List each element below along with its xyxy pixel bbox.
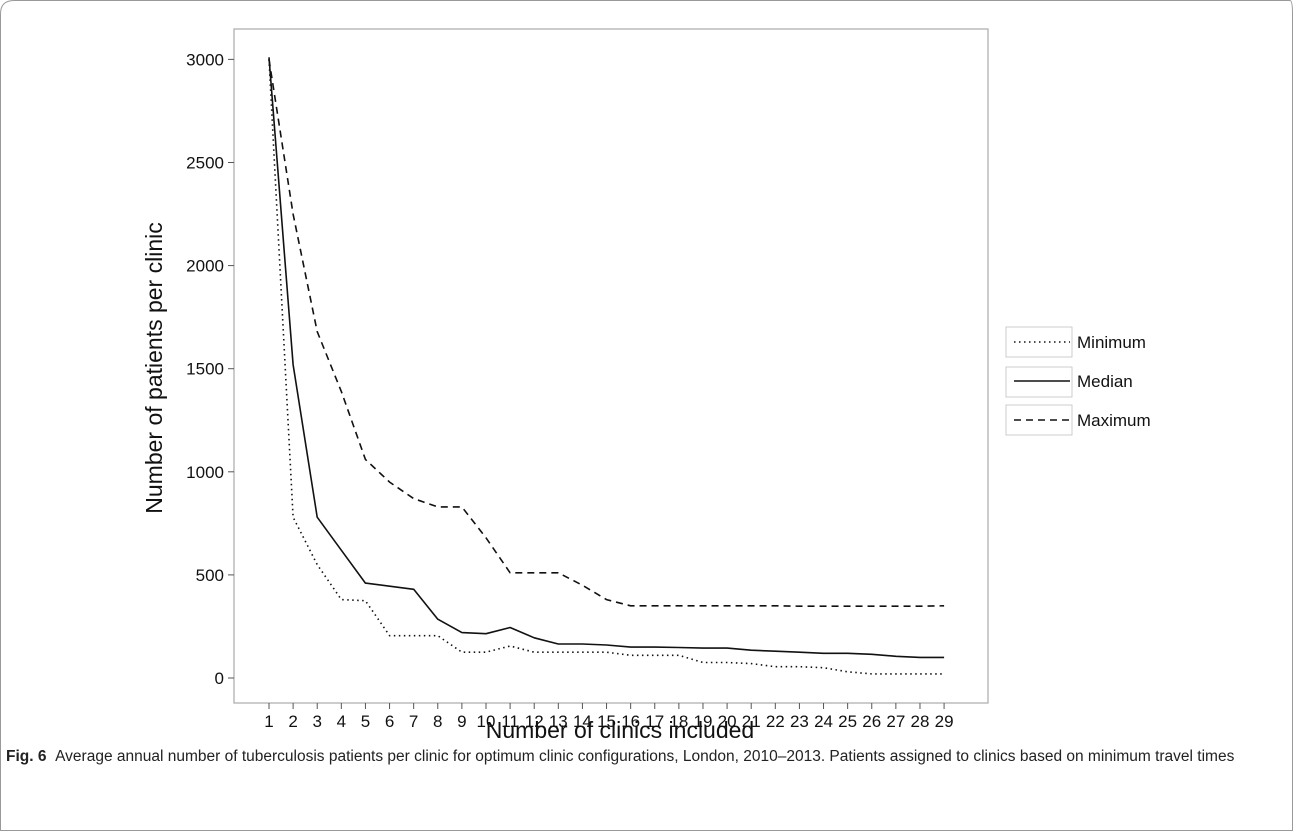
y-axis: 0 500 1000 1500 2000 2500 3000 (186, 50, 234, 688)
x-tick-label: 1 (264, 712, 273, 731)
series-line-minimum (268, 59, 945, 675)
x-tick-label: 8 (433, 712, 442, 731)
x-tick-label: 24 (814, 712, 833, 731)
x-tick-label: 25 (838, 712, 857, 731)
y-tick-label: 500 (196, 566, 224, 585)
x-tick-label: 12 (525, 712, 544, 731)
x-tick-label: 6 (385, 712, 394, 731)
caption-label: Fig. 6 (6, 748, 47, 765)
x-tick-label: 10 (477, 712, 496, 731)
series-line-median (268, 57, 945, 659)
x-tick-label: 29 (935, 712, 954, 731)
y-tick-label: 0 (215, 669, 224, 688)
caption-text: Average annual number of tuberculosis pa… (55, 748, 1235, 765)
x-axis-title: Number of clinics included (486, 717, 754, 743)
x-tick-label: 3 (312, 712, 321, 731)
plot-panel (233, 28, 989, 704)
x-tick-label: 9 (457, 712, 466, 731)
x-tick-label: 4 (337, 712, 346, 731)
x-tick-label: 14 (573, 712, 592, 731)
legend-label-maximum: Maximum (1077, 411, 1151, 430)
y-tick-label: 1500 (186, 360, 224, 379)
x-tick-label: 11 (501, 712, 519, 731)
x-tick-label: 13 (549, 712, 568, 731)
legend-label-minimum: Minimum (1077, 333, 1146, 352)
x-tick-label: 22 (766, 712, 785, 731)
y-axis-title: Number of patients per clinic (141, 222, 167, 513)
x-tick-label: 26 (862, 712, 881, 731)
y-tick-label: 2500 (186, 154, 224, 173)
series-layer (268, 57, 945, 675)
x-tick-label: 28 (911, 712, 930, 731)
x-tick-label: 18 (669, 712, 688, 731)
y-tick-label: 2000 (186, 257, 224, 276)
x-tick-label: 17 (645, 712, 664, 731)
legend: Minimum Median Maximum (1005, 326, 1151, 436)
x-tick-label: 15 (597, 712, 616, 731)
x-tick-label: 27 (886, 712, 905, 731)
legend-key-median (1005, 366, 1073, 398)
x-tick-label: 2 (288, 712, 297, 731)
y-tick-label: 1000 (186, 463, 224, 482)
x-tick-label: 19 (694, 712, 713, 731)
x-tick-label: 7 (409, 712, 418, 731)
x-tick-label: 20 (718, 712, 737, 731)
x-tick-label: 5 (361, 712, 370, 731)
y-tick-label: 3000 (186, 50, 224, 69)
series-line-maximum (268, 59, 945, 608)
x-axis: 1 2 3 4 5 6 7 8 9 10 11 12 13 14 15 16 17 18 19 20 21 22 23 24 2… (264, 703, 954, 731)
x-tick-label: 16 (621, 712, 640, 731)
legend-label-median: Median (1077, 372, 1133, 391)
x-tick-label: 21 (742, 712, 761, 731)
x-tick-label: 23 (790, 712, 809, 731)
figure-caption: Fig. 6 Average annual number of tubercul… (6, 746, 1281, 768)
